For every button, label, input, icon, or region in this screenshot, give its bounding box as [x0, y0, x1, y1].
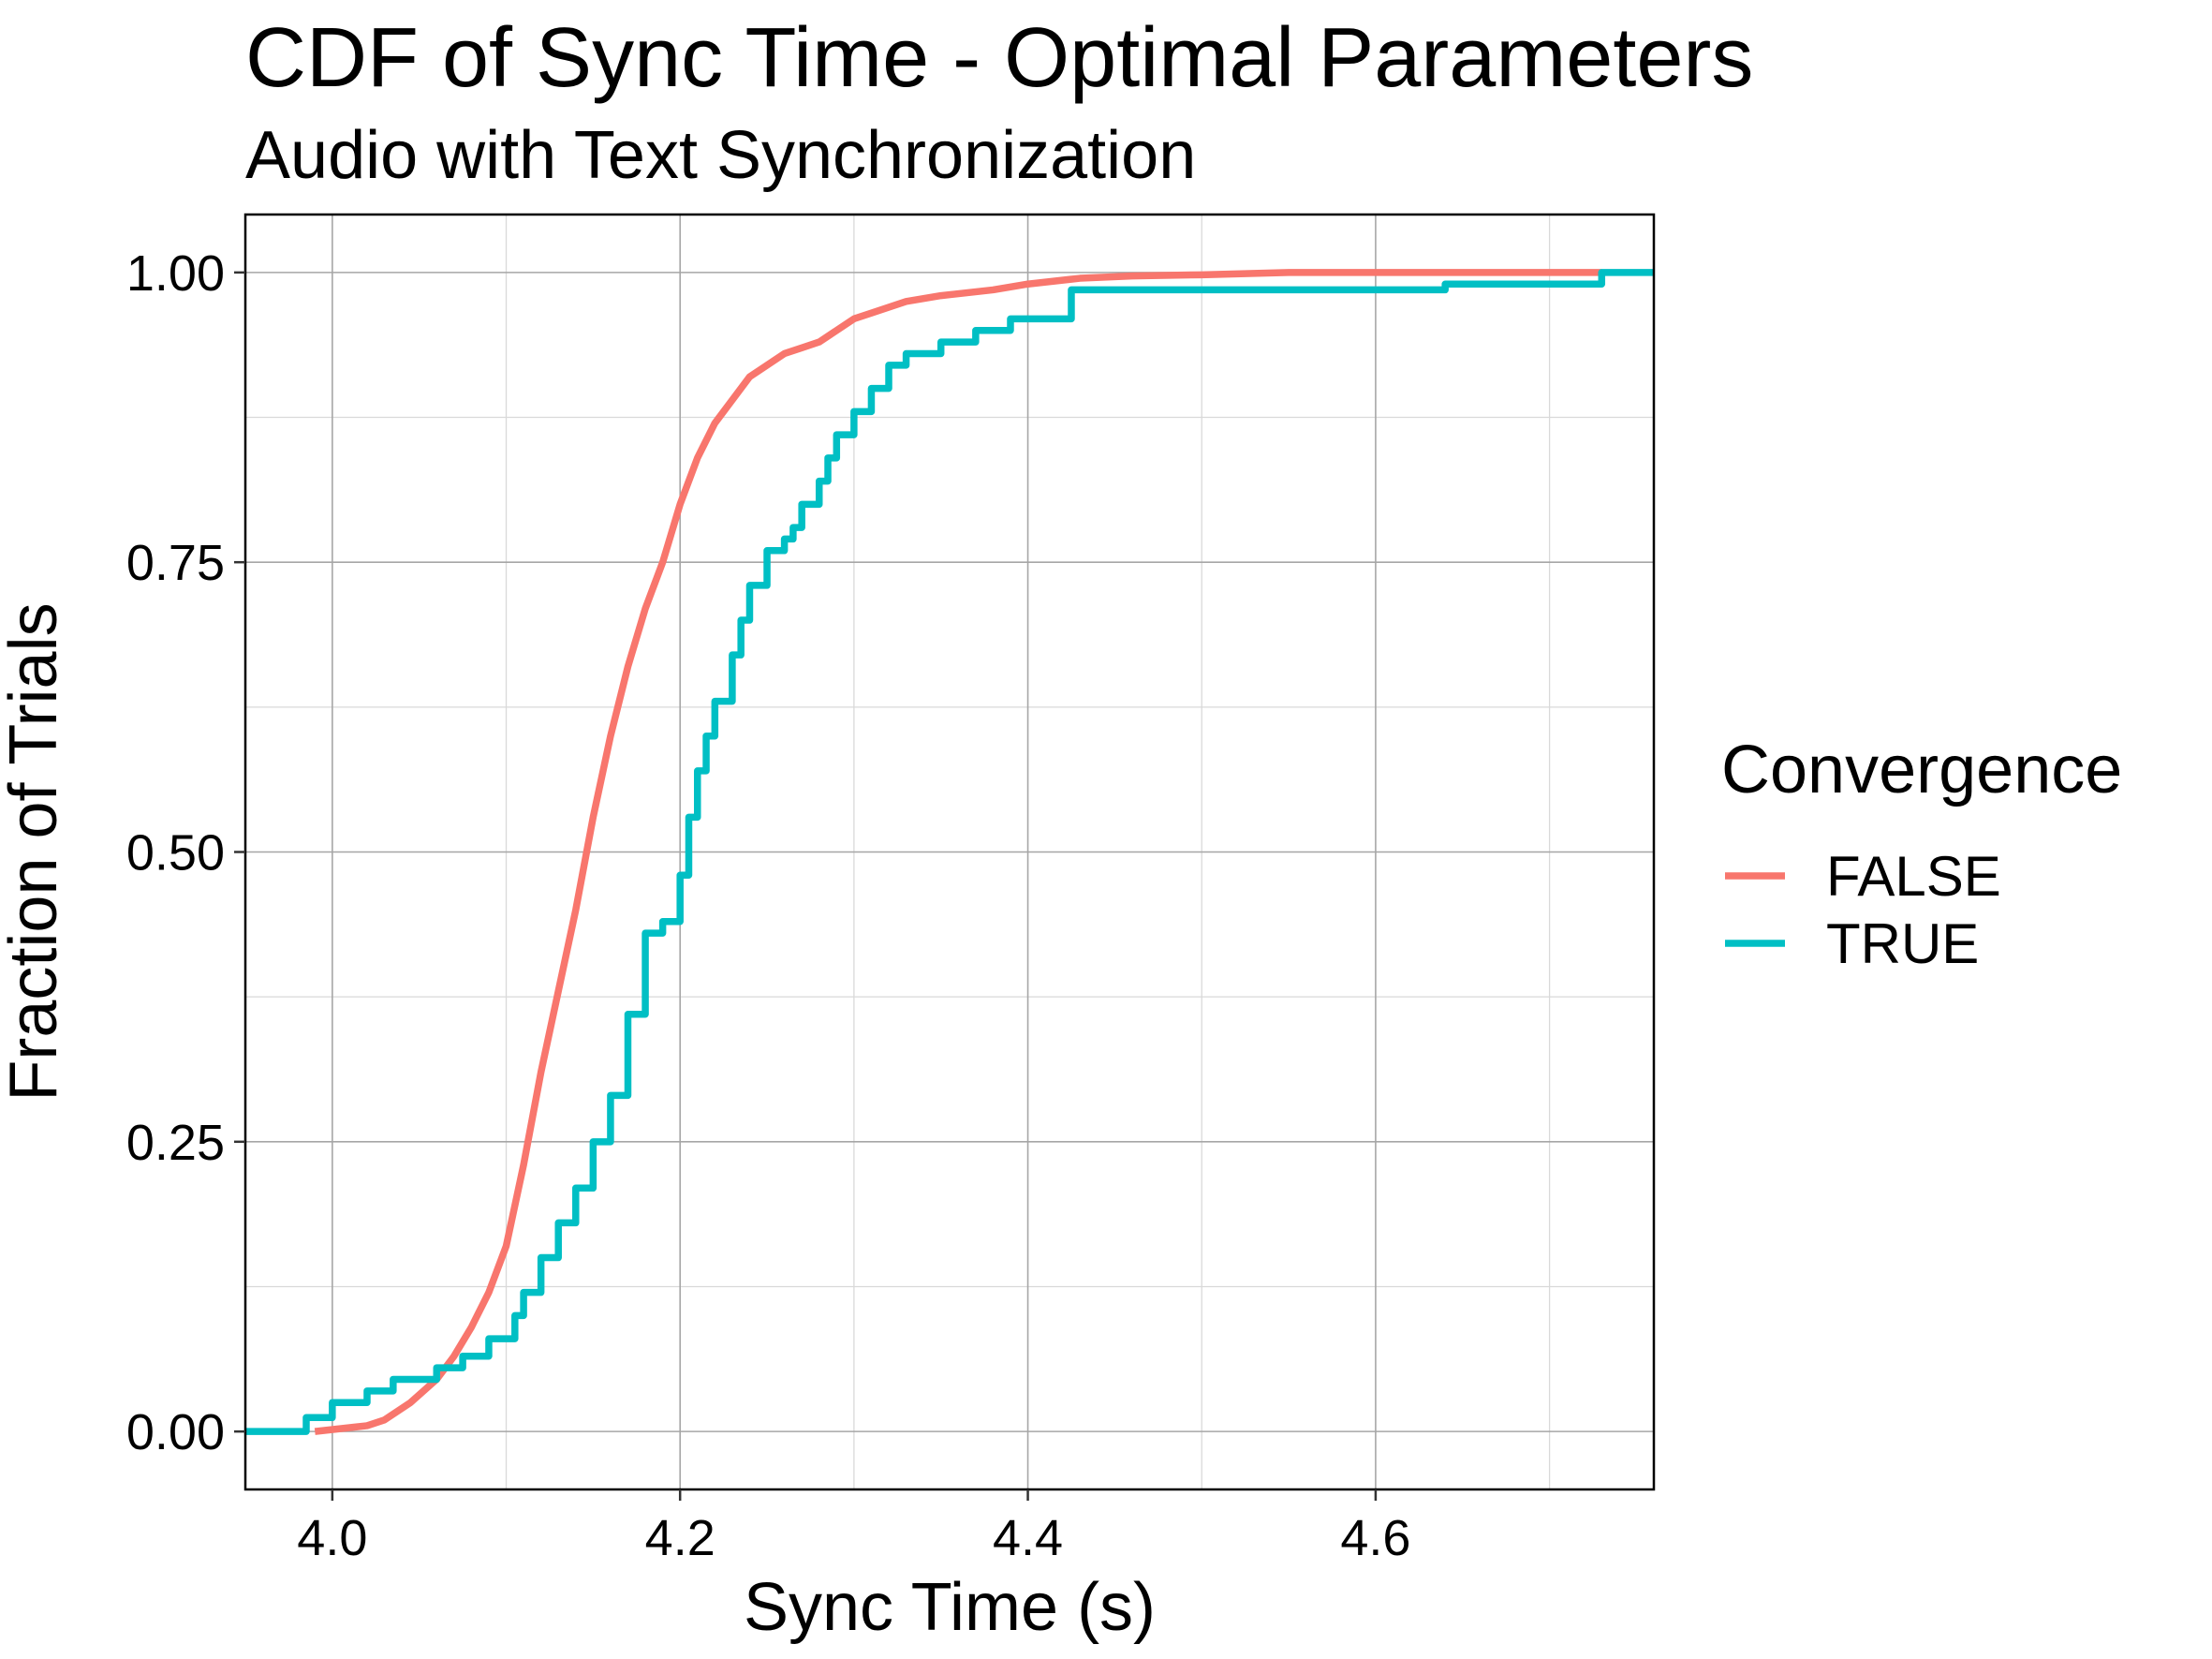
x-tick-label: 4.2 — [645, 1510, 715, 1566]
y-tick-label: 0.25 — [126, 1115, 225, 1171]
y-tick-label: 0.00 — [126, 1404, 225, 1460]
series-layer — [245, 269, 1654, 1435]
legend-title: Convergence — [1721, 733, 2122, 807]
x-tick-label: 4.0 — [297, 1510, 367, 1566]
y-tick-label: 0.75 — [126, 535, 225, 591]
series-line-false — [314, 269, 1602, 1435]
series-line-true — [245, 269, 1654, 1435]
x-tick-label: 4.6 — [1340, 1510, 1410, 1566]
legend-label-false: FALSE — [1826, 845, 2001, 908]
x-axis-title: Sync Time (s) — [744, 1570, 1156, 1645]
chart-subtitle: Audio with Text Synchronization — [245, 118, 1196, 193]
y-axis: 0.00 0.25 0.50 0.75 1.00 — [126, 245, 245, 1460]
x-tick-label: 4.4 — [993, 1510, 1063, 1566]
grid-major — [245, 215, 1654, 1489]
y-tick-label: 0.50 — [126, 825, 225, 881]
y-axis-title: Fraction of Trials — [0, 602, 71, 1101]
legend-label-true: TRUE — [1826, 912, 1979, 975]
chart-title: CDF of Sync Time - Optimal Parameters — [245, 11, 1753, 105]
y-tick-label: 1.00 — [126, 245, 225, 302]
x-axis: 4.0 4.2 4.4 4.6 — [297, 1489, 1410, 1566]
